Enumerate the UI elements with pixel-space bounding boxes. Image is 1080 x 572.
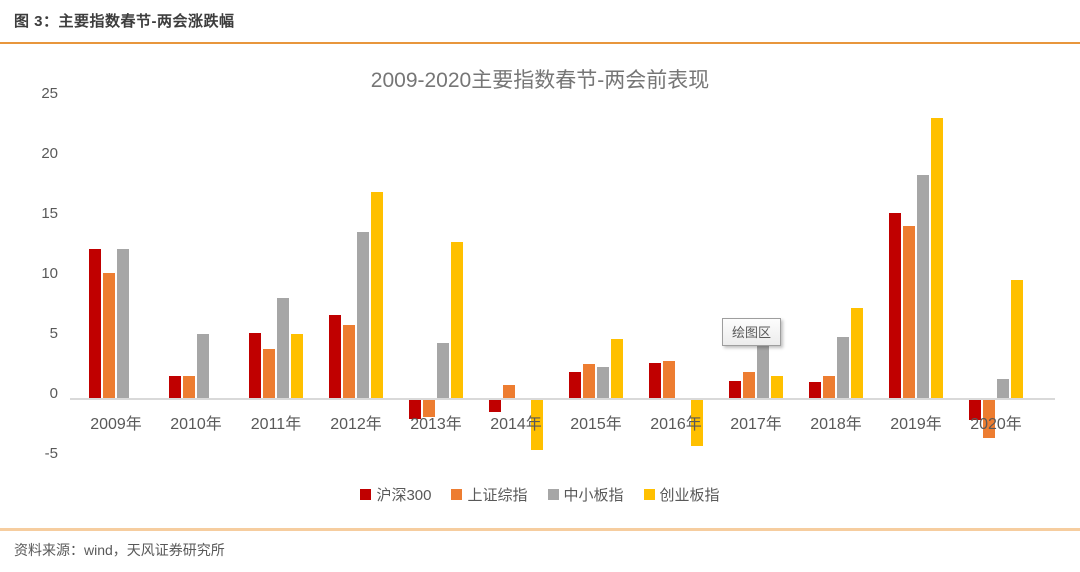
bar-沪深300-2018年[interactable] [809,382,821,398]
legend-swatch-icon [643,489,655,500]
bar-上证综指-2016年[interactable] [663,361,675,398]
bar-沪深300-2016年[interactable] [649,363,661,398]
plot-area-tooltip: 绘图区 [722,318,782,346]
bar-上证综指-2020年[interactable] [983,400,995,438]
bar-中小板指-2013年[interactable] [437,343,449,398]
y-tick-label: 10 [41,265,58,282]
x-category-label-2014年: 2014年 [490,416,542,433]
bar-上证综指-2019年[interactable] [903,226,915,398]
bar-创业板指-2018年[interactable] [851,308,863,398]
bar-中小板指-2012年[interactable] [357,232,369,398]
bar-上证综指-2018年[interactable] [823,376,835,398]
x-category-label-2019年: 2019年 [890,416,942,433]
x-category-label-2011年: 2011年 [250,416,302,433]
chart-legend: 沪深300 上证综指 中小板指 创业板指 [0,484,1080,505]
legend-item-创业板指[interactable]: 创业板指 [643,484,720,505]
bar-创业板指-2017年[interactable] [771,376,783,398]
bar-上证综指-2012年[interactable] [343,325,355,398]
legend-label: 中小板指 [563,487,624,504]
bar-沪深300-2017年[interactable] [729,381,741,398]
x-category-label-2020年: 2020年 [970,416,1022,433]
bar-上证综指-2010年[interactable] [183,376,195,398]
legend-item-中小板指[interactable]: 中小板指 [547,484,624,505]
bar-沪深300-2014年[interactable] [489,400,501,412]
bar-沪深300-2015年[interactable] [569,372,581,398]
bar-创业板指-2014年[interactable] [531,400,543,450]
legend-item-上证综指[interactable]: 上证综指 [451,484,528,505]
legend-label: 创业板指 [659,487,720,504]
bar-中小板指-2020年[interactable] [997,379,1009,398]
figure-caption: 图 3：主要指数春节-两会涨跌幅 [14,13,235,30]
legend-swatch-icon [360,489,372,500]
legend-label: 沪深300 [376,487,432,504]
x-category-label-2012年: 2012年 [330,416,382,433]
bar-上证综指-2014年[interactable] [503,385,515,398]
y-tick-label: 5 [49,325,58,342]
bar-中小板指-2017年[interactable] [757,338,769,398]
bar-中小板指-2011年[interactable] [277,298,289,398]
bar-沪深300-2020年[interactable] [969,400,981,420]
bar-中小板指-2015年[interactable] [597,367,609,398]
bar-上证综指-2011年[interactable] [263,349,275,398]
header-divider [0,42,1080,44]
bar-创业板指-2015年[interactable] [611,339,623,398]
bar-创业板指-2012年[interactable] [371,192,383,398]
bar-沪深300-2010年[interactable] [169,376,181,398]
y-tick-label: 15 [41,205,58,222]
legend-item-沪深300[interactable]: 沪深300 [360,484,431,505]
y-tick-label: -5 [44,445,58,462]
bar-沪深300-2011年[interactable] [249,333,261,398]
bar-沪深300-2013年[interactable] [409,400,421,419]
bar-创业板指-2011年[interactable] [291,334,303,398]
bar-中小板指-2019年[interactable] [917,175,929,398]
chart-title[interactable]: 2009-2020主要指数春节-两会前表现 [370,69,710,92]
legend-label: 上证综指 [467,487,528,504]
y-tick-label: 25 [41,85,58,102]
bar-中小板指-2010年[interactable] [197,334,209,398]
bar-中小板指-2009年[interactable] [117,249,129,398]
bar-沪深300-2012年[interactable] [329,315,341,398]
bar-中小板指-2018年[interactable] [837,337,849,398]
footer-divider [0,528,1080,531]
bar-上证综指-2013年[interactable] [423,400,435,417]
x-category-label-2018年: 2018年 [810,416,862,433]
legend-swatch-icon [451,489,463,500]
y-tick-label: 0 [49,385,58,402]
x-category-label-2016年: 2016年 [650,416,702,433]
bar-创业板指-2019年[interactable] [931,118,943,398]
legend-swatch-icon [547,489,559,500]
bar-创业板指-2013年[interactable] [451,242,463,398]
x-category-label-2015年: 2015年 [570,416,622,433]
bar-创业板指-2020年[interactable] [1011,280,1023,398]
bar-沪深300-2019年[interactable] [889,213,901,398]
x-category-label-2013年: 2013年 [410,416,462,433]
bar-创业板指-2016年[interactable] [691,400,703,446]
x-category-label-2009年: 2009年 [90,416,142,433]
source-note: 资料来源：wind，天风证券研究所 [14,542,225,558]
x-category-label-2010年: 2010年 [170,416,222,433]
bar-上证综指-2017年[interactable] [743,372,755,398]
bar-沪深300-2009年[interactable] [89,249,101,398]
bar-上证综指-2009年[interactable] [103,273,115,398]
y-tick-label: 20 [41,145,58,162]
x-axis-line [70,398,1055,400]
bar-上证综指-2015年[interactable] [583,364,595,398]
x-category-label-2017年: 2017年 [730,416,782,433]
